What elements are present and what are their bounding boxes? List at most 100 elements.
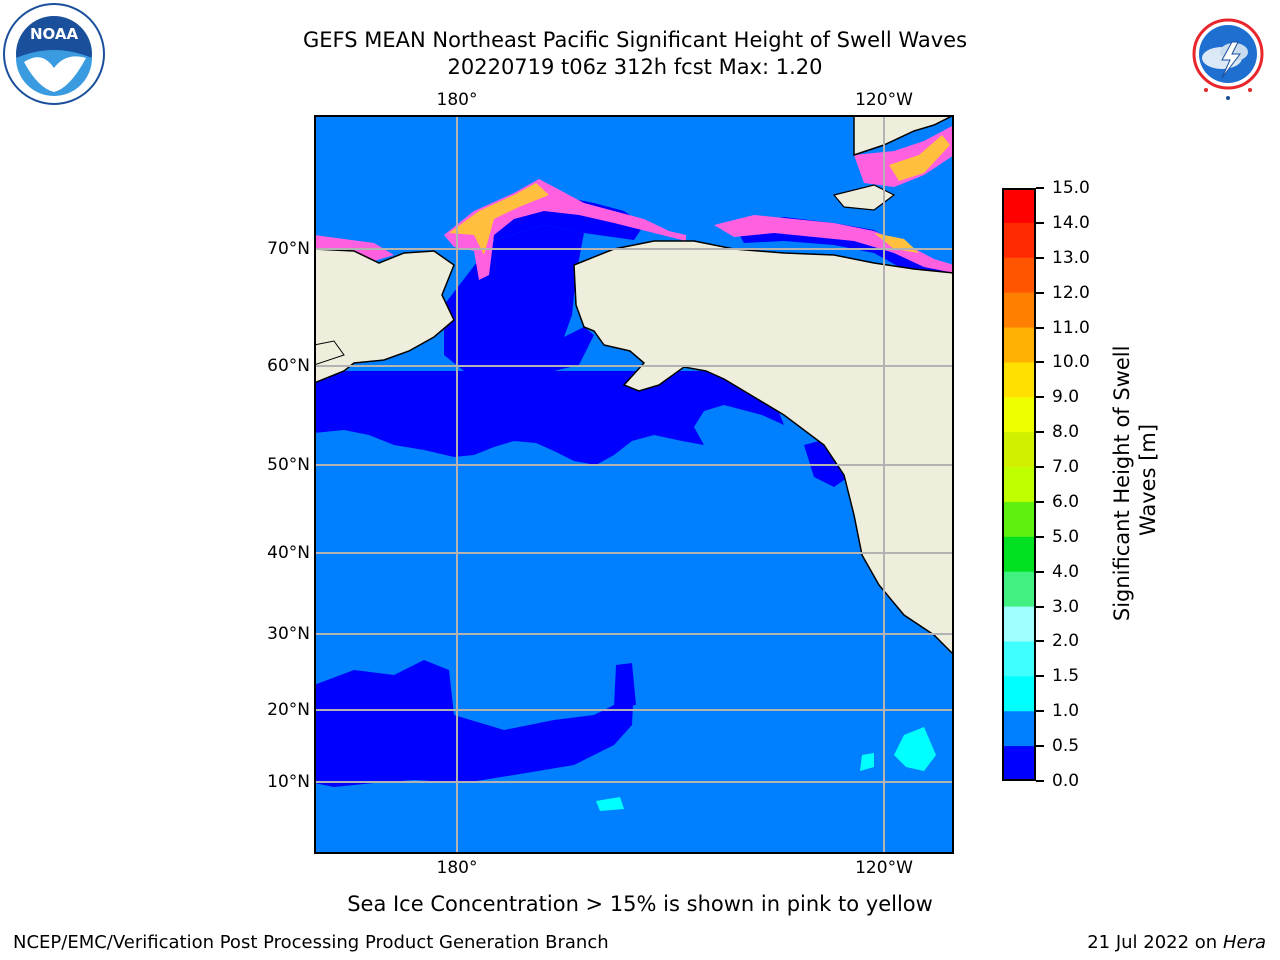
colorbar-tick-label: 11.0: [1052, 317, 1090, 338]
colorbar-tick-mark: [1036, 745, 1044, 748]
colorbar-band: [1002, 362, 1036, 398]
parallel-label-20n: 20°N: [267, 700, 310, 720]
colorbar-tick-mark: [1036, 640, 1044, 643]
colorbar-band: [1002, 467, 1036, 503]
colorbar-title: Significant Height of Swell Waves [m]: [1004, 270, 1280, 690]
colorbar-tick-label: 13.0: [1052, 247, 1090, 268]
colorbar-tick-mark: [1036, 326, 1044, 329]
parallel-label-60n: 60°N: [267, 356, 310, 376]
colorbar-tick-mark: [1036, 361, 1044, 364]
colorbar-band: [1002, 222, 1036, 259]
top-meridian-label-120w: 120°W: [855, 90, 913, 110]
colorbar-title-text: Significant Height of Swell Waves [m]: [1110, 339, 1160, 621]
map-canvas: [314, 115, 954, 854]
sea-ice-caption: Sea Ice Concentration > 15% is shown in …: [347, 892, 933, 916]
colorbar-band: [1002, 257, 1036, 294]
colorbar-graphic: [1002, 188, 1036, 781]
colorbar-tick-label: 6.0: [1052, 491, 1080, 512]
parallel-label-50n: 50°N: [267, 455, 310, 475]
colorbar-band: [1002, 746, 1036, 781]
land-chukotka: [314, 248, 455, 384]
noaa-logo-graphic: NOAA: [3, 3, 105, 105]
land-alaska-canada: [573, 240, 954, 657]
footer-date-text: 21 Jul 2022 on: [1087, 932, 1223, 953]
land-kamchatka: [314, 340, 345, 366]
colorbar-tick-mark: [1036, 466, 1044, 469]
colorbar-tick-mark: [1036, 535, 1044, 538]
ocean-swell-below-0-5-north: [314, 371, 784, 465]
footer-date: 21 Jul 2022 on Hera: [1087, 932, 1266, 954]
colorbar-tick-mark: [1036, 605, 1044, 608]
colorbar-frame: [1002, 188, 1036, 781]
map-gridlines: [314, 115, 954, 854]
colorbar-tick-label: 2.0: [1052, 631, 1080, 652]
colorbar-tick-label: 0.5: [1052, 736, 1080, 757]
top-meridian-label-180: 180°: [436, 90, 478, 110]
colorbar-tick-mark: [1036, 221, 1044, 224]
sea-ice-chukchi-high: [449, 183, 549, 255]
colorbar-tick-mark: [1036, 256, 1044, 259]
colorbar-tick-mark: [1036, 291, 1044, 294]
nws-logo-graphic: [1178, 4, 1278, 104]
colorbar-tick-label: 4.0: [1052, 561, 1080, 582]
colorbar-band: [1002, 536, 1036, 573]
map-panel: [314, 115, 954, 854]
colorbar-band: [1002, 397, 1036, 433]
colorbar-tick-label: 14.0: [1052, 212, 1090, 233]
footer-machine-name: Hera: [1222, 932, 1266, 953]
colorbar-tick-mark: [1036, 187, 1044, 189]
colorbar-tick-mark: [1036, 431, 1044, 434]
colorbar-band: [1002, 711, 1036, 747]
sea-ice-beaufort: [714, 215, 954, 273]
colorbar-band: [1002, 188, 1036, 224]
colorbar-tick-label: 5.0: [1052, 526, 1080, 547]
colorbar-tick-mark: [1036, 500, 1044, 503]
colorbar-tick-label: 9.0: [1052, 387, 1080, 408]
colorbar-tick-label: 12.0: [1052, 282, 1090, 303]
colorbar-tick-label: 7.0: [1052, 457, 1080, 478]
colorbar-tick-mark: [1036, 780, 1044, 782]
colorbar-tick-label: 3.0: [1052, 596, 1080, 617]
colorbar-tick-mark: [1036, 675, 1044, 678]
colorbar-band: [1002, 327, 1036, 363]
colorbar-tick-label: 15.0: [1052, 178, 1090, 198]
nws-logo: [1176, 2, 1280, 106]
ocean-swell-1-0-to-1-5-small: [860, 753, 874, 771]
colorbar-band: [1002, 292, 1036, 329]
title-line-2: 20220719 t06z 312h fcst Max: 1.20: [447, 55, 823, 79]
bottom-meridian-label-180: 180°: [436, 858, 478, 878]
colorbar-tick-label: 10.0: [1052, 352, 1090, 373]
parallel-label-10n: 10°N: [267, 772, 310, 792]
ocean-swell-1-0-to-1-5-south: [596, 797, 624, 811]
colorbar-band: [1002, 571, 1036, 608]
parallel-label-40n: 40°N: [267, 543, 310, 563]
colorbar-tick-label: 1.5: [1052, 666, 1080, 687]
colorbar-tick-label: 8.0: [1052, 422, 1080, 443]
map-frame: [314, 115, 954, 854]
sea-ice-archipelago-high: [889, 135, 950, 181]
noaa-logo-text: NOAA: [30, 25, 79, 43]
colorbar-band: [1002, 606, 1036, 642]
colorbar-title-line-2: Waves [m]: [1136, 424, 1160, 536]
colorbar-tick-mark: [1036, 570, 1044, 573]
ocean-swell-below-0-5-hawaii: [614, 663, 636, 707]
colorbar-tick-label: 1.0: [1052, 701, 1080, 722]
footer-credit: NCEP/EMC/Verification Post Processing Pr…: [13, 932, 609, 953]
colorbar-tick-label: 0.0: [1052, 771, 1080, 791]
noaa-logo: NOAA: [2, 2, 106, 106]
ocean-swell-below-0-5-subtropical: [314, 660, 634, 787]
bottom-meridian-label-120w: 120°W: [855, 858, 913, 878]
colorbar-band: [1002, 676, 1036, 712]
parallel-label-70n: 70°N: [267, 239, 310, 259]
colorbar: [1002, 188, 1036, 781]
ocean-swell-1-0-to-1-5-east: [894, 727, 936, 771]
colorbar-band: [1002, 641, 1036, 677]
colorbar-title-line-1: Significant Height of Swell: [1110, 346, 1134, 622]
colorbar-band: [1002, 501, 1036, 538]
colorbar-tick-mark: [1036, 396, 1044, 399]
parallel-label-30n: 30°N: [267, 624, 310, 644]
title-line-1: GEFS MEAN Northeast Pacific Significant …: [302, 28, 968, 52]
colorbar-band: [1002, 432, 1036, 468]
colorbar-tick-mark: [1036, 710, 1044, 713]
sea-ice-archipelago: [854, 125, 954, 187]
